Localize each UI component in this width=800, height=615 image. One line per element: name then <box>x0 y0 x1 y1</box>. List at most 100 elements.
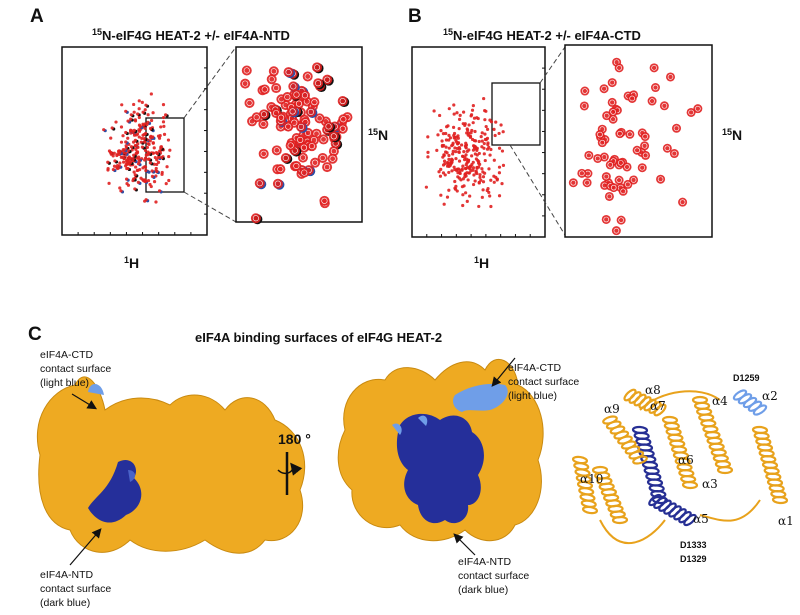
peak <box>137 129 142 133</box>
peak <box>471 160 475 164</box>
peak <box>133 144 138 148</box>
peak <box>165 165 169 169</box>
peak <box>501 130 505 134</box>
peak <box>241 65 252 76</box>
peak <box>109 136 113 140</box>
peak <box>285 140 296 151</box>
helix-label: α4 <box>712 394 728 408</box>
peak-contour <box>594 155 601 162</box>
peak <box>451 125 456 129</box>
peak <box>161 115 166 120</box>
peak <box>452 133 456 138</box>
peak <box>492 158 496 162</box>
peak <box>466 178 470 182</box>
peak <box>483 108 487 113</box>
peak <box>115 164 120 168</box>
peak <box>614 175 624 185</box>
peak-contour <box>261 86 268 93</box>
peak-contour <box>618 160 624 166</box>
peak <box>133 118 137 122</box>
helix-turn <box>771 495 789 505</box>
peak <box>136 112 140 116</box>
peak-contour <box>339 125 346 132</box>
peak <box>337 123 348 134</box>
peak <box>473 129 477 134</box>
peak <box>450 169 454 173</box>
peak <box>454 156 458 161</box>
peak <box>577 168 587 178</box>
peak-contour <box>330 133 337 140</box>
panel-label: A <box>30 6 44 27</box>
peak <box>145 145 150 150</box>
peak <box>629 175 639 185</box>
panel-title: 15N-eIF4G HEAT-2 +/- eIF4A-CTD <box>443 27 641 43</box>
peak <box>143 158 147 162</box>
peak <box>129 113 133 117</box>
peak <box>450 157 454 161</box>
peak-contour <box>610 109 616 115</box>
peak <box>451 149 455 153</box>
peak <box>597 138 607 148</box>
peak <box>649 63 659 73</box>
peak-contour <box>642 152 649 159</box>
peak <box>445 195 450 199</box>
peak-contour <box>285 69 292 76</box>
peak <box>471 144 476 148</box>
peak-contour <box>243 67 250 74</box>
peak <box>318 134 329 145</box>
peak <box>160 170 164 175</box>
peak <box>488 118 492 122</box>
peak <box>134 147 138 151</box>
peak <box>480 195 484 199</box>
peak <box>442 202 446 206</box>
peak <box>283 67 294 78</box>
peak <box>470 108 475 112</box>
peak <box>118 186 122 190</box>
peak <box>258 148 269 159</box>
y-axis-label: 15N <box>368 127 388 143</box>
peak <box>494 120 498 124</box>
peak <box>474 170 478 174</box>
peak <box>110 126 114 130</box>
peak <box>461 193 465 197</box>
peak <box>441 171 446 175</box>
peak <box>488 194 492 198</box>
peak <box>143 178 147 182</box>
peak <box>489 204 493 209</box>
peak <box>131 159 135 163</box>
panel-title: eIF4A binding surfaces of eIF4G HEAT-2 <box>195 330 442 345</box>
peak <box>146 150 150 154</box>
peak-contour <box>301 169 308 176</box>
peak <box>268 66 279 77</box>
peak <box>137 107 141 111</box>
peak <box>140 145 145 149</box>
peak <box>107 149 112 153</box>
peak <box>444 145 448 149</box>
peak-contour <box>268 76 275 83</box>
peak-contour <box>618 217 624 223</box>
peak <box>448 136 453 140</box>
peak-contour <box>606 193 613 200</box>
helix-label: α6 <box>678 453 694 467</box>
peak <box>471 121 475 125</box>
peak-contour <box>293 162 300 170</box>
peak <box>483 118 487 122</box>
peak <box>102 128 106 132</box>
peak <box>118 150 122 155</box>
peak <box>436 133 440 137</box>
peak <box>452 165 456 169</box>
peak <box>441 131 446 136</box>
peak <box>126 136 130 140</box>
peak <box>116 166 120 171</box>
peak <box>477 204 481 209</box>
peak-contour <box>289 108 296 115</box>
peak-contour <box>339 98 346 105</box>
peak <box>272 178 283 189</box>
peak <box>123 151 128 155</box>
peak <box>126 157 130 161</box>
peak <box>445 160 450 165</box>
peak <box>483 158 487 163</box>
peak <box>132 177 136 181</box>
peak <box>473 179 477 183</box>
